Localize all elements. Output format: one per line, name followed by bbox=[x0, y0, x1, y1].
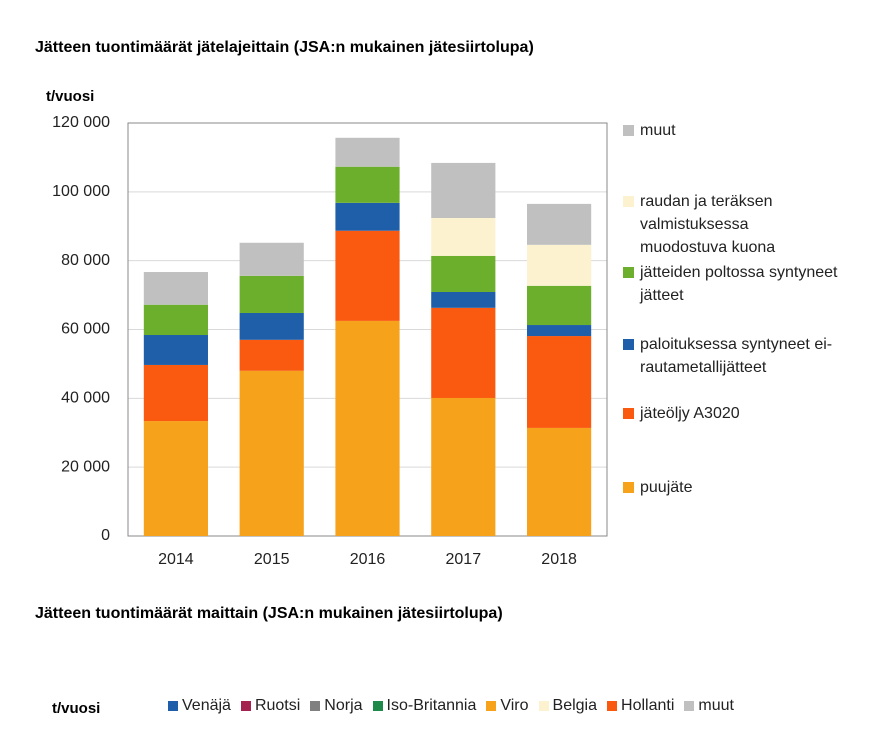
bar-segment bbox=[527, 325, 592, 337]
legend-item: puujäte bbox=[620, 476, 870, 499]
legend-swatch bbox=[372, 701, 383, 711]
bar-segment bbox=[527, 285, 592, 326]
legend-label: Venäjä bbox=[182, 697, 231, 714]
y-axis-label: t/vuosi bbox=[52, 700, 101, 717]
legend-item: muut bbox=[620, 119, 870, 142]
bar-segment bbox=[527, 203, 592, 245]
y-tick-label: 100 000 bbox=[52, 183, 110, 200]
y-tick-label: 40 000 bbox=[61, 390, 110, 407]
legend-swatch bbox=[623, 267, 634, 278]
legend-label: muut bbox=[640, 122, 676, 139]
bar-segment bbox=[335, 320, 400, 536]
bar-segment bbox=[239, 370, 304, 536]
legend-swatch bbox=[623, 339, 634, 350]
bar-segment bbox=[143, 304, 208, 336]
legend-item: Norja bbox=[310, 697, 363, 715]
legend-label: Iso-Britannia bbox=[386, 697, 477, 714]
legend-label: Viro bbox=[500, 697, 529, 714]
legend-item: Venäjä bbox=[168, 697, 231, 715]
y-tick-label: 0 bbox=[101, 527, 110, 544]
legend: Venäjä Ruotsi Norja Iso-Britannia Viro Belgia… bbox=[168, 697, 734, 715]
chart-title: Jätteen tuontimäärät maittain (JSA:n muk… bbox=[35, 605, 503, 622]
legend-label: muut bbox=[698, 697, 734, 714]
chart: 0 20 000 40 000 60 000 80 000 100 000 120 000 2… bbox=[52, 114, 608, 568]
legend-swatch bbox=[623, 482, 634, 493]
legend-swatch bbox=[240, 701, 251, 711]
legend-label: Norja bbox=[324, 697, 363, 714]
legend-item: Belgia bbox=[538, 697, 598, 715]
legend-swatch bbox=[607, 701, 618, 711]
x-tick-label: 2016 bbox=[350, 551, 386, 568]
chart-title: Jätteen tuontimäärät jätelajeittain (JSA… bbox=[35, 39, 534, 56]
bar-segment bbox=[527, 427, 592, 536]
x-tick-label: 2017 bbox=[446, 551, 482, 568]
legend-swatch bbox=[486, 701, 497, 711]
legend-item: paloituksessa syntyneet ei-rautametallij… bbox=[620, 333, 870, 379]
bar-segment bbox=[239, 312, 304, 340]
x-tick-label: 2018 bbox=[541, 551, 577, 568]
legend-label: raudan ja teräksen valmistuksessa muodos… bbox=[640, 193, 776, 256]
bar-segment bbox=[143, 335, 208, 365]
legend-label: jätteiden poltossa syntyneet jätteet bbox=[640, 264, 838, 304]
bar-segment bbox=[335, 202, 400, 231]
y-axis-label: t/vuosi bbox=[46, 88, 95, 105]
x-tick-label: 2015 bbox=[254, 551, 290, 568]
legend-swatch bbox=[623, 125, 634, 136]
bar-segment bbox=[239, 339, 304, 371]
bar-segment bbox=[431, 217, 496, 256]
bar-segment bbox=[239, 275, 304, 313]
bar-segment bbox=[239, 242, 304, 276]
legend-item: raudan ja teräksen valmistuksessa muodos… bbox=[620, 190, 790, 259]
bar-segment bbox=[143, 364, 208, 422]
bar-segment bbox=[431, 291, 496, 308]
legend-label: jäteöljy A3020 bbox=[640, 405, 740, 422]
bar-segment bbox=[431, 162, 496, 218]
legend-item: Iso-Britannia bbox=[372, 697, 477, 715]
legend-swatch bbox=[310, 701, 321, 711]
legend-item: Ruotsi bbox=[240, 697, 301, 715]
legend-item: jätteiden poltossa syntyneet jätteet bbox=[620, 261, 870, 307]
legend-label: Ruotsi bbox=[254, 697, 301, 714]
y-tick-label: 20 000 bbox=[61, 458, 110, 475]
bar-segment bbox=[335, 137, 400, 167]
legend-swatch bbox=[623, 196, 634, 207]
legend-swatch bbox=[684, 701, 695, 711]
legend-swatch bbox=[623, 408, 634, 419]
bar-segment bbox=[143, 272, 208, 305]
y-tick-label: 60 000 bbox=[61, 321, 110, 338]
bar-segment bbox=[143, 421, 208, 536]
legend-item: Hollanti bbox=[607, 697, 674, 715]
bar-segment bbox=[527, 336, 592, 428]
x-tick-label: 2014 bbox=[158, 551, 194, 568]
legend-item: Viro bbox=[486, 697, 529, 715]
legend-label: Belgia bbox=[552, 697, 598, 714]
y-tick-label: 80 000 bbox=[61, 252, 110, 269]
legend-item: muut bbox=[684, 697, 734, 715]
bar-segment bbox=[335, 166, 400, 203]
legend-label: paloituksessa syntyneet ei-rautametallij… bbox=[640, 336, 833, 376]
bar-segment bbox=[527, 244, 592, 286]
y-tick-label: 120 000 bbox=[52, 114, 110, 131]
bar-segment bbox=[431, 397, 496, 536]
bar-segment bbox=[431, 255, 496, 292]
legend-label: puujäte bbox=[640, 479, 693, 496]
legend-item: jäteöljy A3020 bbox=[620, 402, 870, 425]
legend-swatch bbox=[538, 701, 549, 711]
bar-segment bbox=[335, 230, 400, 321]
legend-swatch bbox=[168, 701, 178, 711]
legend-label: Hollanti bbox=[621, 697, 675, 714]
bar-segment bbox=[431, 307, 496, 398]
